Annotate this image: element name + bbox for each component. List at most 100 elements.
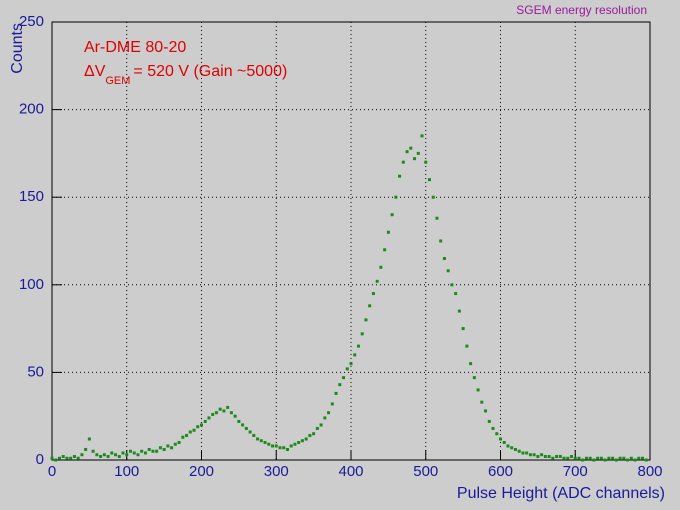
data-point xyxy=(431,195,435,199)
data-point xyxy=(401,160,405,164)
data-point xyxy=(491,426,495,430)
data-point xyxy=(84,447,88,451)
data-point xyxy=(461,327,465,331)
data-point xyxy=(476,388,480,392)
data-point xyxy=(551,456,555,460)
data-point xyxy=(439,239,443,243)
data-point xyxy=(185,433,189,437)
data-point xyxy=(416,151,420,155)
data-point xyxy=(54,458,58,462)
data-point xyxy=(207,416,211,420)
data-point xyxy=(547,454,551,458)
y-tick-label: 100 xyxy=(19,276,44,293)
data-point xyxy=(196,425,200,429)
data-point xyxy=(181,435,185,439)
data-point xyxy=(304,437,308,441)
data-point xyxy=(117,454,121,458)
data-point xyxy=(143,451,147,455)
data-point xyxy=(413,157,417,161)
data-point xyxy=(435,216,439,220)
data-point xyxy=(334,391,338,395)
data-point xyxy=(177,440,181,444)
data-point xyxy=(424,160,428,164)
data-point xyxy=(532,453,536,457)
data-point xyxy=(61,454,65,458)
data-point xyxy=(173,442,177,446)
plot-frame xyxy=(51,21,651,461)
data-point xyxy=(342,376,346,380)
data-point xyxy=(495,432,499,436)
data-point xyxy=(618,456,622,460)
data-point xyxy=(65,456,69,460)
data-point xyxy=(375,279,379,283)
data-point xyxy=(480,400,484,404)
data-point xyxy=(446,269,450,273)
data-point xyxy=(76,456,80,460)
data-point xyxy=(237,419,241,423)
data-point xyxy=(386,230,390,234)
x-tick-label: 500 xyxy=(413,463,438,480)
data-point xyxy=(151,449,155,453)
data-point xyxy=(114,453,118,457)
data-point xyxy=(259,439,263,443)
data-point xyxy=(573,456,577,460)
x-tick-label: 600 xyxy=(488,463,513,480)
data-point xyxy=(106,454,110,458)
x-tick-label: 400 xyxy=(338,463,363,480)
data-point xyxy=(110,451,114,455)
data-point xyxy=(282,446,286,450)
data-point xyxy=(91,449,95,453)
data-point xyxy=(536,454,540,458)
y-axis-label: Counts xyxy=(9,23,26,74)
data-point xyxy=(420,134,424,138)
data-point xyxy=(510,446,514,450)
x-tick-label: 0 xyxy=(48,463,56,480)
data-point xyxy=(315,426,319,430)
data-point xyxy=(50,456,54,460)
x-tick-label: 800 xyxy=(637,463,662,480)
data-point xyxy=(353,353,357,357)
annotation-part: = 520 V (Gain ~5000) xyxy=(133,63,287,80)
data-point xyxy=(188,430,192,434)
y-tick-label: 150 xyxy=(19,188,44,205)
x-tick-label: 300 xyxy=(264,463,289,480)
data-point xyxy=(525,451,529,455)
data-point xyxy=(323,416,327,420)
data-point xyxy=(469,362,473,366)
data-point xyxy=(457,309,461,313)
data-point xyxy=(528,453,532,457)
data-point xyxy=(570,454,574,458)
data-point xyxy=(603,458,607,462)
data-point xyxy=(592,458,596,462)
data-point xyxy=(99,454,103,458)
data-point xyxy=(379,265,383,269)
data-point xyxy=(633,458,637,462)
data-point xyxy=(345,367,349,371)
x-tick-label: 700 xyxy=(563,463,588,480)
data-point xyxy=(577,456,581,460)
data-point xyxy=(200,423,203,427)
data-point xyxy=(214,411,218,415)
data-point xyxy=(132,451,136,455)
data-point xyxy=(162,447,166,451)
annotation-subscript: GEM xyxy=(105,75,130,87)
data-point xyxy=(338,383,342,387)
data-point xyxy=(558,454,562,458)
data-point xyxy=(360,332,364,336)
data-point xyxy=(57,456,61,460)
data-point xyxy=(513,447,517,451)
data-point xyxy=(211,412,215,416)
data-point xyxy=(121,451,125,455)
data-point xyxy=(278,446,282,450)
data-point xyxy=(229,411,233,415)
data-point xyxy=(330,402,334,406)
data-point xyxy=(136,453,140,457)
data-point xyxy=(644,458,648,462)
data-point xyxy=(390,213,394,217)
data-point xyxy=(244,426,248,430)
data-point xyxy=(383,248,387,252)
data-point xyxy=(289,444,293,448)
data-point xyxy=(87,437,91,441)
data-point xyxy=(252,433,256,437)
